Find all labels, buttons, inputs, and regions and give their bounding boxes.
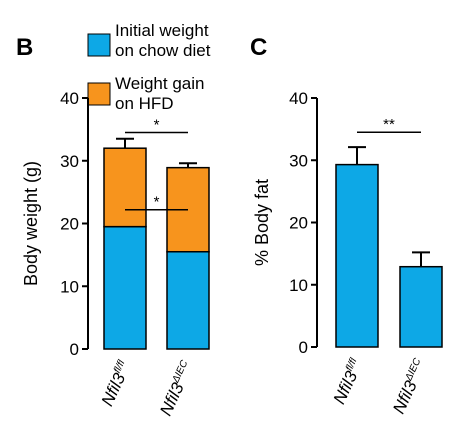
y-tick-label: 0	[70, 340, 79, 359]
legend: Initial weight on chow diet Weight gain …	[87, 21, 211, 113]
y-tick-label: 40	[289, 89, 308, 108]
bar	[335, 163, 379, 348]
y-tick-label: 30	[60, 152, 79, 171]
y-tick-label: 40	[60, 89, 79, 108]
chart-body-weight: 0 10 20 30 40 Body weight (g) Nfil3fl/fl Nfil3Δ…	[21, 89, 210, 419]
y-tick-label: 0	[299, 338, 308, 357]
y-axis-title: Body weight (g)	[21, 161, 41, 286]
legend-label-initial-line2: on chow diet	[115, 41, 211, 60]
chart-body-fat: 0 10 20 30 40 % Body fat Nfil3fl/fl Nfil3ΔIEC **	[252, 89, 443, 417]
bar	[399, 265, 443, 348]
significance-label: **	[383, 116, 395, 133]
x-tick-label: Nfil3fl/fl	[98, 358, 135, 409]
bar	[166, 250, 210, 350]
legend-label-initial-line1: Initial weight	[115, 21, 209, 40]
x-tick-label: Nfil3ΔIEC	[156, 358, 198, 419]
panel-letter-c: C	[250, 34, 267, 61]
y-tick-label: 20	[289, 214, 308, 233]
y-tick-label: 10	[289, 276, 308, 295]
bar	[103, 147, 147, 228]
significance-label: *	[154, 194, 160, 211]
legend-label-gain-line2: on HFD	[115, 94, 174, 113]
y-tick-label: 30	[289, 151, 308, 170]
legend-label-gain-line1: Weight gain	[115, 74, 204, 93]
legend-swatch-initial	[87, 33, 111, 57]
legend-swatch-gain	[87, 82, 111, 106]
bar	[103, 225, 147, 350]
x-tick-label: Nfil3ΔIEC	[389, 356, 431, 417]
y-tick-label: 20	[60, 215, 79, 234]
y-tick-label: 10	[60, 277, 79, 296]
x-tick-label: Nfil3fl/fl	[330, 356, 367, 407]
panel-letter-b: B	[16, 34, 33, 61]
y-axis-title: % Body fat	[252, 179, 272, 266]
significance-label: *	[154, 117, 160, 134]
